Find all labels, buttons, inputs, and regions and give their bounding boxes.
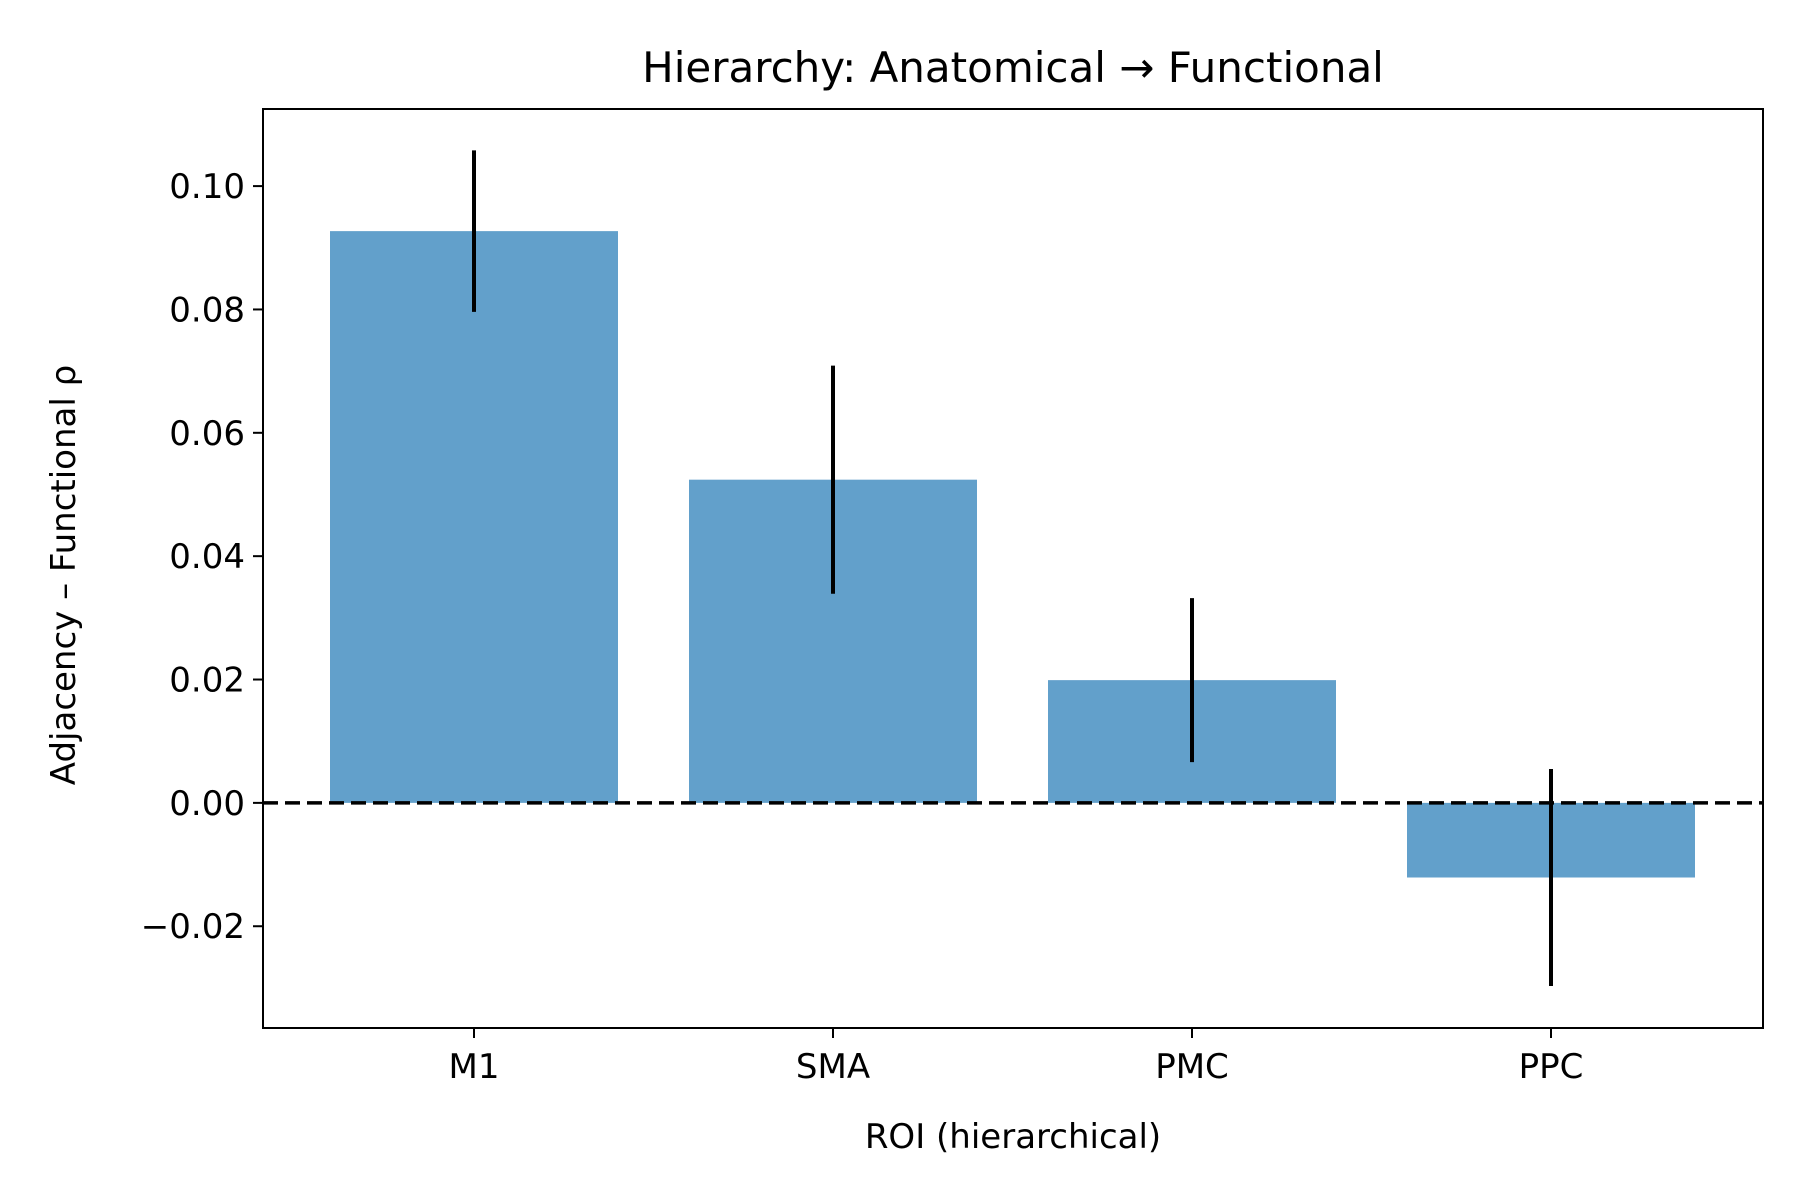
bar-m1	[330, 231, 618, 803]
y-tick-label: 0.06	[169, 414, 245, 454]
y-tick-label: −0.02	[141, 907, 245, 947]
y-tick-label: 0.10	[169, 167, 245, 207]
errorbars-group	[472, 150, 1553, 987]
x-tick-label: SMA	[796, 1047, 870, 1087]
y-tick-label: 0.02	[169, 661, 245, 701]
plot-frame	[262, 108, 1764, 1029]
chart-title: Hierarchy: Anatomical → Functional	[642, 43, 1384, 92]
x-tick-label: PPC	[1519, 1047, 1584, 1087]
y-tick-label: 0.04	[169, 537, 245, 577]
x-axis: M1 SMA PMC PPC	[449, 1028, 1584, 1087]
x-tick-label: PMC	[1155, 1047, 1229, 1087]
y-axis-label: Adjacency – Functional ρ	[44, 365, 84, 785]
y-axis: −0.02 0.00 0.02 0.04 0.06 0.08 0.10	[141, 167, 263, 947]
x-axis-label: ROI (hierarchical)	[865, 1117, 1161, 1157]
x-tick-label: M1	[449, 1047, 500, 1087]
bars-group	[330, 231, 1695, 878]
y-tick-label: 0.08	[169, 290, 245, 330]
y-tick-label: 0.00	[169, 784, 245, 824]
